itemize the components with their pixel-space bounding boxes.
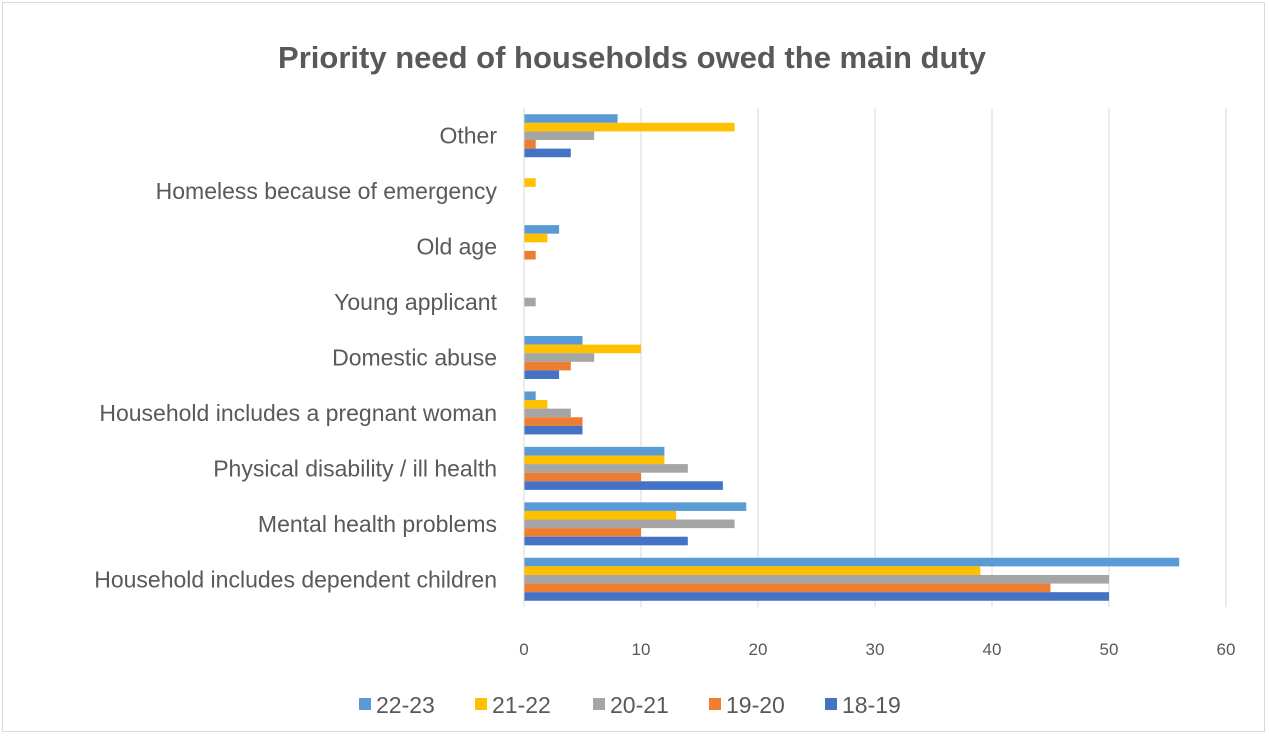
bar-21-22-7 — [524, 510, 677, 520]
bar-18-19-8 — [524, 592, 1109, 601]
bar-19-20-6 — [524, 472, 641, 482]
chart-title: Priority need of households owed the mai… — [278, 40, 987, 75]
category-label: Mental health problems — [258, 511, 497, 537]
category-label: Other — [439, 123, 497, 149]
bar-19-20-2 — [524, 250, 536, 260]
bar-18-19-6 — [524, 481, 723, 490]
bar-19-20-4 — [524, 361, 571, 371]
tick-label: 20 — [749, 640, 768, 659]
legend-label: 22-23 — [376, 692, 435, 718]
legend-swatch-18-19 — [825, 698, 837, 710]
bar-20-21-8 — [524, 574, 1109, 584]
category-label: Household includes a pregnant woman — [99, 400, 497, 426]
bar-22-23-6 — [524, 446, 665, 456]
bar-20-21-5 — [524, 408, 571, 418]
bar-22-23-2 — [524, 225, 560, 234]
bar-20-21-0 — [524, 131, 595, 141]
legend-swatch-19-20 — [709, 698, 721, 710]
legend-label: 19-20 — [726, 692, 785, 718]
bar-chart: Priority need of households owed the mai… — [94, 40, 1235, 718]
tick-label: 30 — [866, 640, 885, 659]
bar-19-20-0 — [524, 140, 536, 149]
bar-21-22-0 — [524, 122, 735, 132]
category-labels: Other Homeless because of emergency Old ag… — [94, 123, 497, 593]
bar-22-23-5 — [524, 391, 536, 401]
bar-20-21-6 — [524, 464, 688, 473]
legend-label: 20-21 — [610, 692, 669, 718]
category-label: Old age — [416, 234, 497, 260]
bar-19-20-8 — [524, 583, 1051, 593]
bar-19-20-7 — [524, 528, 641, 537]
bar-22-23-7 — [524, 502, 747, 511]
bar-18-19-7 — [524, 536, 688, 546]
legend-swatch-21-22 — [475, 698, 487, 710]
legend-label: 18-19 — [842, 692, 901, 718]
tick-label: 10 — [632, 640, 651, 659]
legend-label: 21-22 — [492, 692, 551, 718]
value-tick-labels: 0 10 20 30 40 50 60 — [519, 640, 1235, 659]
bar-18-19-0 — [524, 148, 571, 158]
bar-22-23-0 — [524, 114, 618, 123]
tick-label: 50 — [1100, 640, 1119, 659]
bar-20-21-7 — [524, 519, 735, 529]
legend-swatch-20-21 — [593, 698, 605, 710]
bar-20-21-3 — [524, 297, 536, 307]
bar-22-23-4 — [524, 336, 583, 345]
tick-label: 0 — [519, 640, 528, 659]
bar-21-22-5 — [524, 400, 548, 409]
bar-21-22-1 — [524, 178, 536, 187]
bars — [524, 114, 1180, 601]
legend: 22-23 21-22 20-21 19-20 18-19 — [359, 692, 901, 718]
category-label: Household includes dependent children — [94, 566, 497, 592]
bar-19-20-5 — [524, 417, 583, 426]
bar-21-22-4 — [524, 344, 641, 354]
tick-label: 40 — [983, 640, 1002, 659]
category-label: Physical disability / ill health — [213, 455, 497, 481]
category-label: Homeless because of emergency — [156, 178, 498, 204]
bar-21-22-6 — [524, 455, 665, 465]
gridlines — [640, 108, 1227, 607]
bar-21-22-8 — [524, 566, 981, 575]
category-label: Young applicant — [334, 289, 497, 315]
bar-18-19-5 — [524, 425, 583, 435]
bar-20-21-4 — [524, 353, 595, 362]
bar-18-19-4 — [524, 370, 560, 379]
tick-label: 60 — [1217, 640, 1236, 659]
bar-22-23-8 — [524, 557, 1180, 567]
legend-swatch-22-23 — [359, 698, 371, 710]
bar-21-22-2 — [524, 233, 548, 243]
category-label: Domestic abuse — [332, 345, 497, 371]
